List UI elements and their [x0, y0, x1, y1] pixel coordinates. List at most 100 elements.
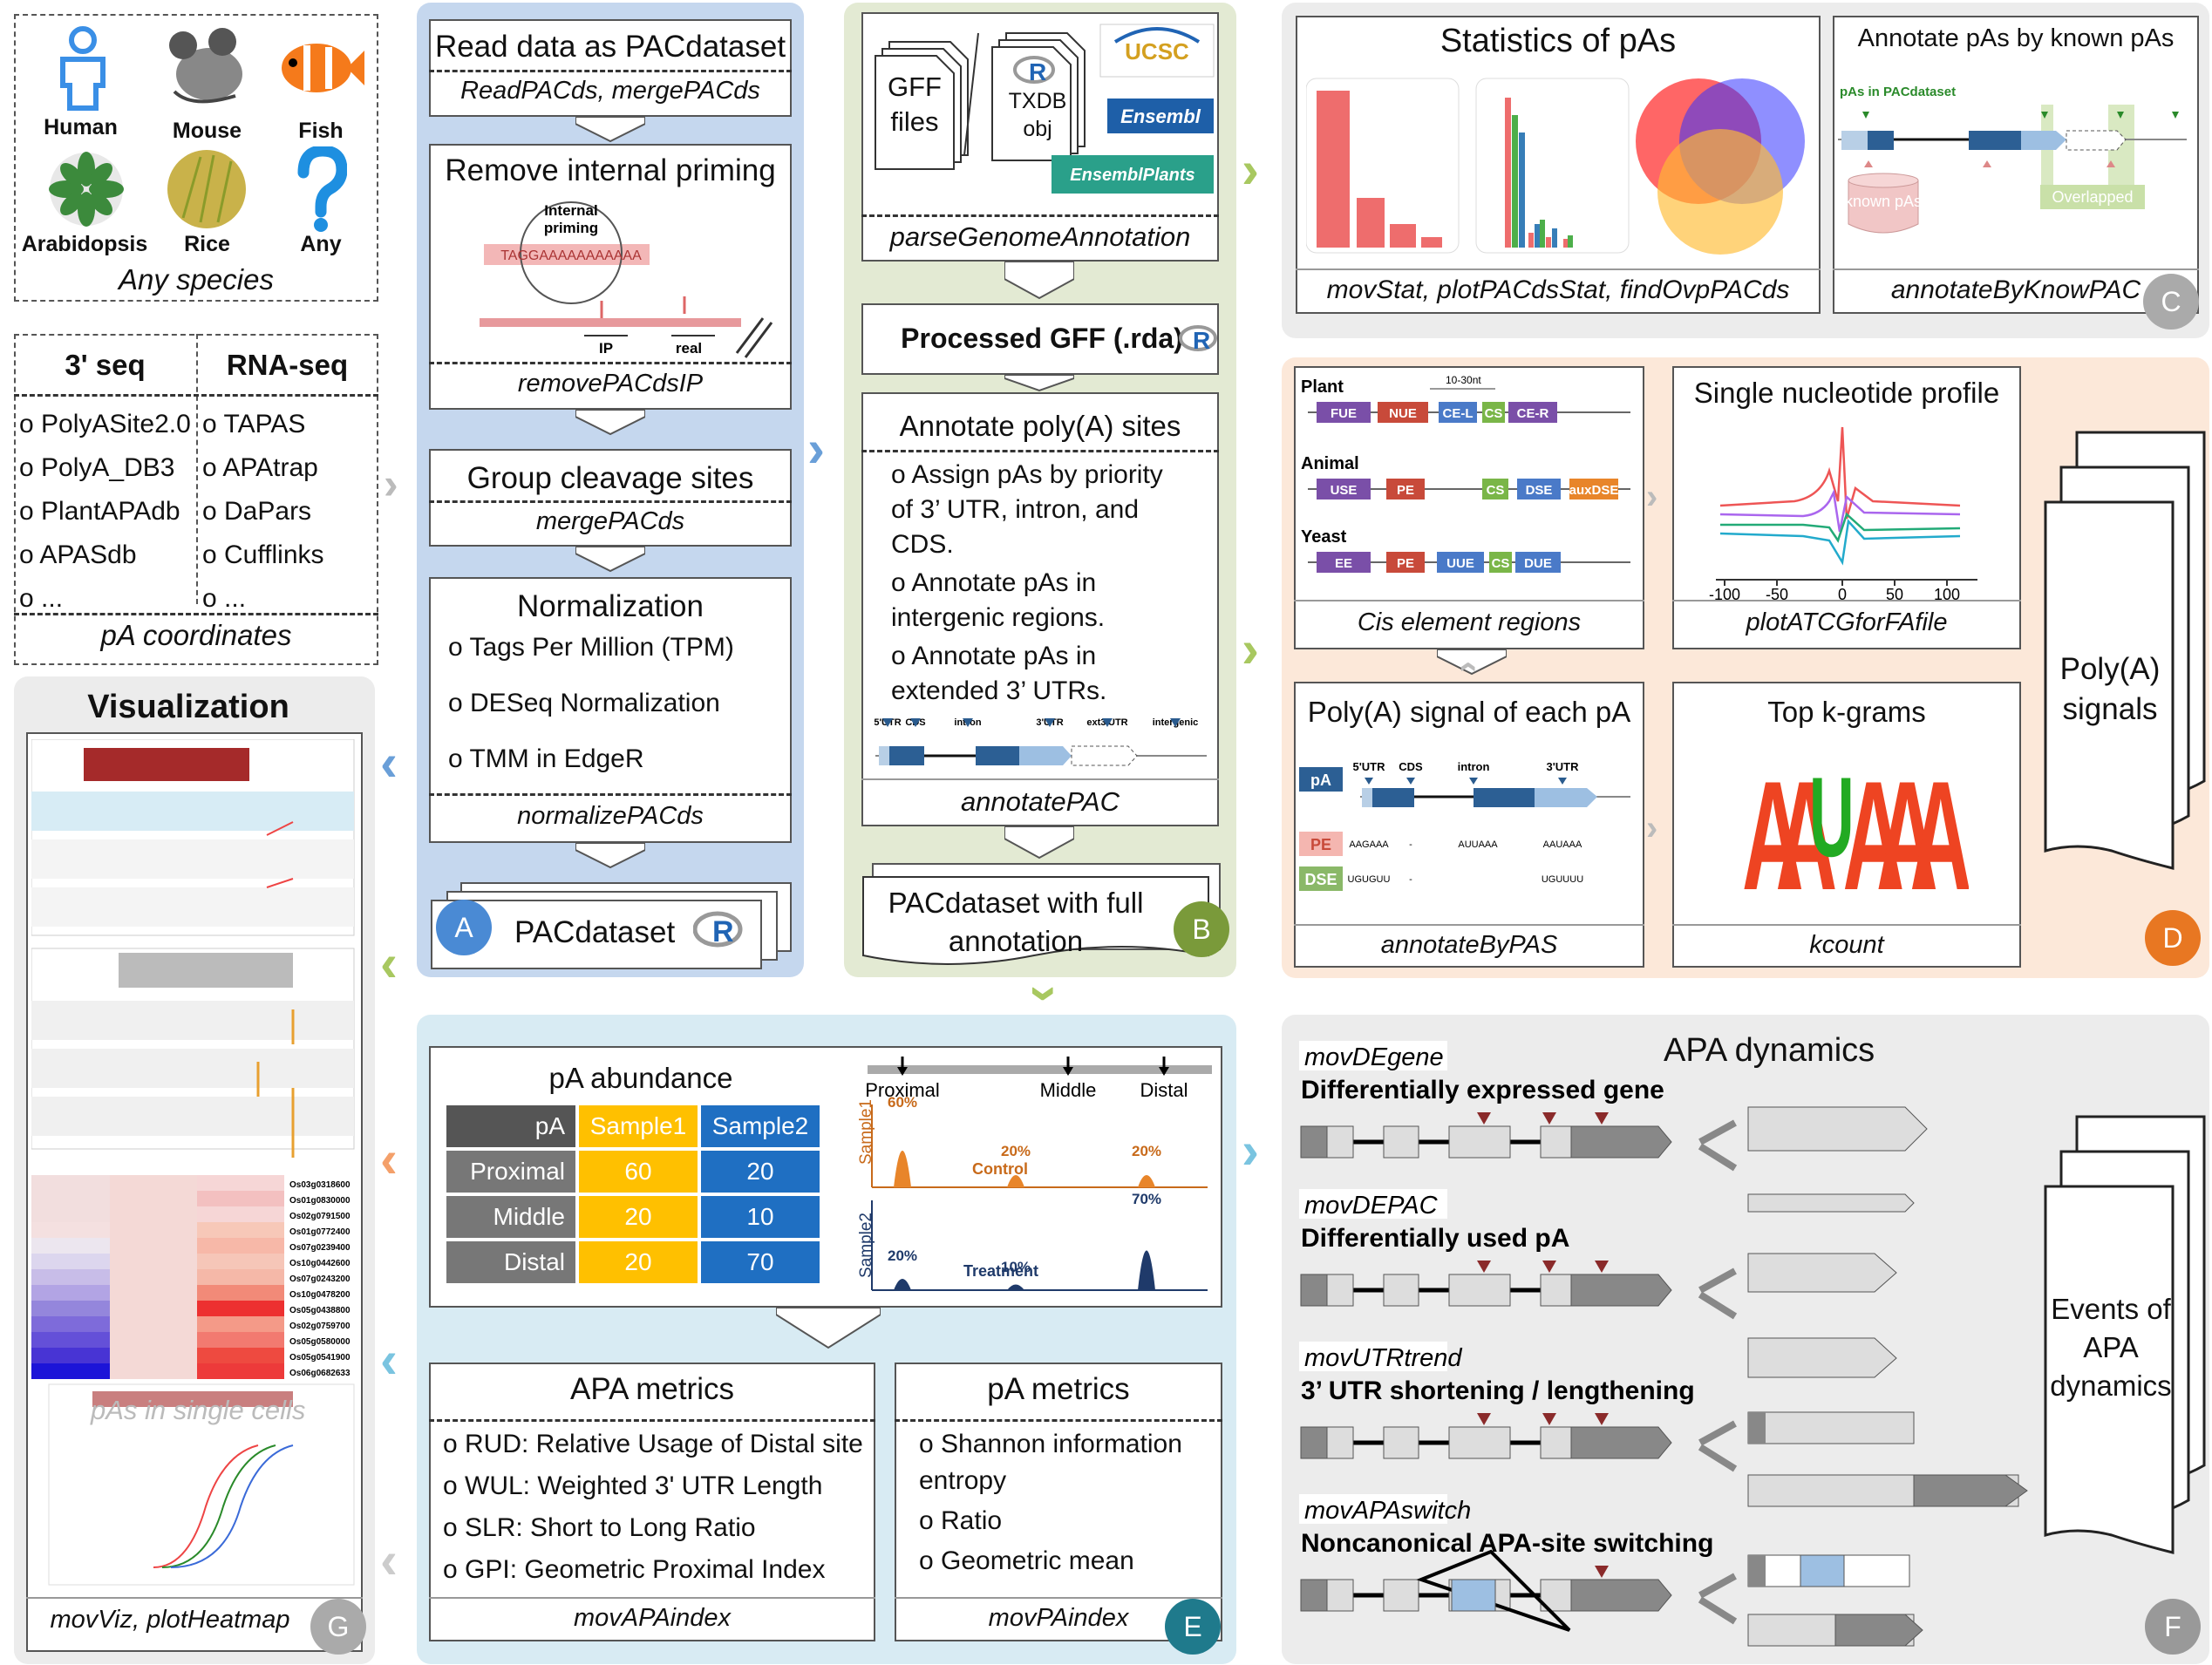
svg-text:A: A	[1742, 750, 1804, 900]
apa-metrics-title: APA metrics	[569, 1372, 734, 1406]
svg-text:Os05g0541900: Os05g0541900	[289, 1353, 351, 1363]
arrow-right-icon: ›	[384, 459, 398, 508]
txdb-label: TXDB obj	[1008, 89, 1067, 141]
annot-item: intergenic regions.	[891, 603, 1106, 632]
cis-fn: Cis element regions	[1357, 608, 1582, 636]
sources-caption: pA coordinates	[100, 619, 292, 651]
source-item: o TAPAS	[202, 410, 306, 438]
svg-text:PE: PE	[1397, 556, 1414, 571]
svg-text:R: R	[712, 915, 734, 948]
table-cell: 70	[701, 1241, 820, 1283]
pas-title: Poly(A) signal of each pA	[1307, 696, 1631, 728]
svg-text:movAPAswitch: movAPAswitch	[1304, 1497, 1471, 1525]
annotate-title: Annotate poly(A) sites	[899, 410, 1181, 442]
apa-dynamics-title: APA dynamics	[1664, 1032, 1875, 1069]
source-item: o ...	[19, 584, 64, 613]
svg-text:Differentially expressed gene: Differentially expressed gene	[1301, 1076, 1664, 1104]
fish-icon	[282, 44, 364, 92]
svg-text:PE: PE	[1397, 483, 1414, 498]
table-header-cell: Sample1	[579, 1105, 698, 1147]
gff-files-label: GFF files	[888, 71, 942, 137]
svg-text:pA: pA	[1310, 771, 1331, 789]
ip-fn: removePACdsIP	[517, 370, 704, 398]
svg-text:20%: 20%	[1132, 1143, 1161, 1159]
poly-a-signals-stack	[2044, 431, 2206, 870]
svg-text:50: 50	[1886, 586, 1903, 601]
snp-title: Single nucleotide profile	[1693, 377, 2000, 409]
arrow-right-icon: ›	[1242, 620, 1259, 678]
visualization-fn: movViz, plotHeatmap	[50, 1606, 290, 1634]
svg-text:EnsemblPlants: EnsemblPlants	[1070, 166, 1194, 185]
pa-metric-item: o Ratio	[919, 1506, 1003, 1535]
svg-text:A: A	[1910, 750, 1970, 900]
panel-a-label: A	[436, 900, 492, 955]
svg-text:60%: 60%	[888, 1094, 917, 1111]
r-logo-icon: R	[1179, 325, 1217, 354]
read-box	[429, 19, 792, 117]
svg-text:Treatment: Treatment	[963, 1262, 1038, 1280]
svg-text:Os02g0791500: Os02g0791500	[289, 1212, 351, 1221]
svg-text:A: A	[1843, 750, 1905, 900]
arrow-up-icon: ›	[1446, 661, 1486, 673]
svg-text:intron: intron	[1458, 760, 1490, 773]
svg-text:Control: Control	[972, 1160, 1028, 1178]
svg-text:auxDSE: auxDSE	[1569, 483, 1619, 498]
kgram-title: Top k-grams	[1767, 696, 1926, 728]
svg-text:CE-R: CE-R	[1517, 406, 1549, 421]
norm-title: Normalization	[517, 589, 704, 623]
kgram-logo: A A U A A A	[1742, 750, 1970, 900]
svg-text:Sample2: Sample2	[857, 1213, 875, 1278]
sources-sep	[14, 613, 378, 615]
svg-text:U: U	[1809, 755, 1855, 881]
svg-text:AAGAAA: AAGAAA	[1349, 839, 1389, 850]
single-cell-label: pAs in single cells	[91, 1395, 306, 1425]
annotate-fn: annotatePAC	[960, 786, 1120, 817]
sources-sep	[14, 394, 378, 397]
svg-text:pAs in PACdataset: pAs in PACdataset	[1840, 85, 1956, 99]
svg-text:Os10g0442600: Os10g0442600	[289, 1259, 351, 1268]
apa-metrics-fn: movAPAindex	[574, 1604, 731, 1632]
svg-text:Sample1: Sample1	[857, 1099, 875, 1165]
svg-text:R: R	[1193, 327, 1210, 354]
species-label: Rice	[184, 232, 230, 256]
pa-metric-item: o Shannon information	[919, 1430, 1182, 1458]
svg-text:Proximal: Proximal	[865, 1079, 940, 1101]
table-cell: Proximal	[446, 1151, 575, 1193]
source-item: o PolyA_DB3	[19, 453, 175, 482]
svg-text:A: A	[1876, 750, 1938, 900]
panel-e-label: E	[1165, 1599, 1221, 1655]
svg-text:Animal: Animal	[1301, 454, 1359, 473]
source-item: o APAtrap	[202, 453, 318, 482]
svg-text:A: A	[1776, 750, 1838, 900]
svg-text:DSE: DSE	[1304, 871, 1337, 888]
svg-text:Noncanonical APA-site switchin: Noncanonical APA-site switching	[1301, 1529, 1713, 1558]
svg-text:Middle: Middle	[1040, 1079, 1097, 1101]
svg-text:Os05g0580000: Os05g0580000	[289, 1337, 351, 1347]
stat-charts	[1306, 78, 1805, 255]
apa-metric-item: o RUD: Relative Usage of Distal site	[443, 1430, 863, 1458]
ip-box	[429, 144, 792, 410]
svg-text:10-30nt: 10-30nt	[1446, 374, 1481, 386]
svg-text:Os03g0318600: Os03g0318600	[289, 1180, 351, 1190]
ip-title: Remove internal priming	[445, 153, 776, 187]
arrow-left-icon: ‹	[380, 934, 398, 992]
rice-icon	[167, 150, 246, 228]
group-fn: mergePACds	[535, 507, 685, 535]
table-cell: 60	[579, 1151, 698, 1193]
svg-text:TAGGAAAAAAAAAAA: TAGGAAAAAAAAAAA	[500, 248, 642, 263]
svg-text:20%: 20%	[888, 1247, 917, 1264]
apa-metric-item: o GPI: Geometric Proximal Index	[443, 1555, 826, 1584]
species-label: Any	[300, 232, 342, 256]
apa-metrics-box	[429, 1363, 875, 1641]
svg-text:100: 100	[1934, 586, 1960, 601]
snp-profile-chart: -100 -50 0 50 100	[1709, 426, 1977, 601]
pa-metrics-box	[895, 1363, 1222, 1641]
svg-text:70%: 70%	[1132, 1191, 1161, 1207]
svg-text:priming: priming	[544, 220, 598, 236]
svg-text:IP: IP	[599, 340, 613, 357]
known-pas-diagram: pAs in PACdataset known pAs Overlapped	[1838, 85, 2187, 234]
processed-box	[861, 303, 1219, 375]
abundance-title: pA abundance	[548, 1062, 733, 1094]
arrow-left-icon: ‹	[380, 1130, 398, 1188]
species-label: Arabidopsis	[21, 232, 148, 256]
